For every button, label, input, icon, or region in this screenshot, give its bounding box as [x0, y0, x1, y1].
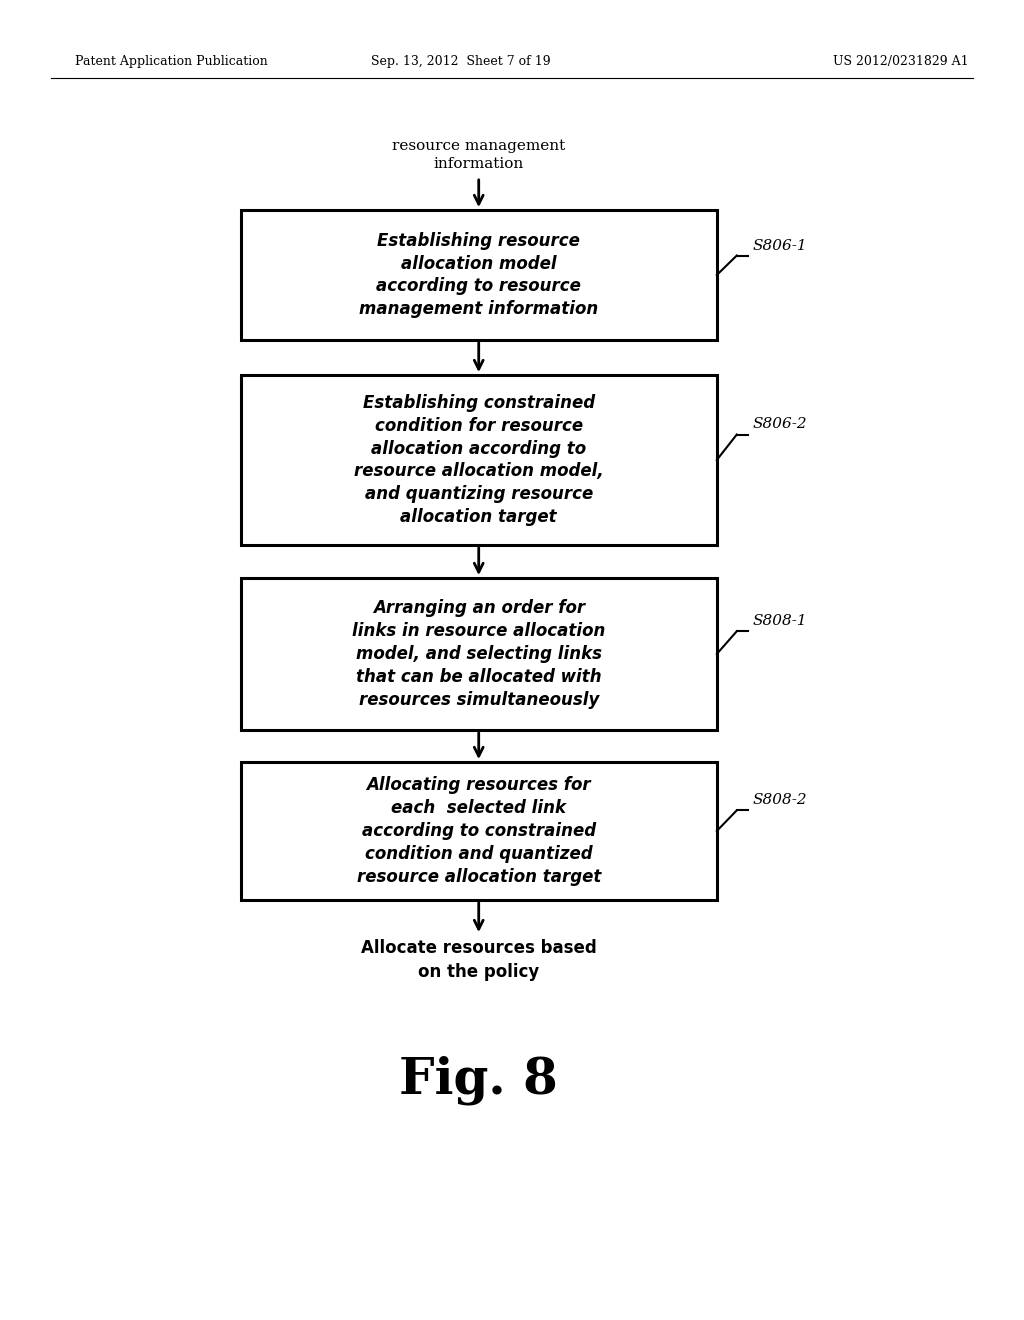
- Text: Allocate resources based
on the policy: Allocate resources based on the policy: [360, 940, 597, 981]
- Text: Sep. 13, 2012  Sheet 7 of 19: Sep. 13, 2012 Sheet 7 of 19: [371, 55, 551, 69]
- Text: resource management
information: resource management information: [392, 139, 565, 172]
- Text: Allocating resources for
each  selected link
according to constrained
condition : Allocating resources for each selected l…: [356, 776, 601, 886]
- Bar: [241, 375, 717, 545]
- Text: Patent Application Publication: Patent Application Publication: [75, 55, 267, 69]
- Text: Establishing constrained
condition for resource
allocation according to
resource: Establishing constrained condition for r…: [354, 393, 603, 527]
- Text: Fig. 8: Fig. 8: [399, 1055, 558, 1105]
- Bar: [241, 578, 717, 730]
- Bar: [241, 210, 717, 341]
- Bar: [241, 762, 717, 900]
- Text: Arranging an order for
links in resource allocation
model, and selecting links
t: Arranging an order for links in resource…: [352, 599, 605, 709]
- Text: S808-1: S808-1: [753, 614, 807, 628]
- Text: S806-1: S806-1: [753, 239, 807, 252]
- Text: US 2012/0231829 A1: US 2012/0231829 A1: [834, 55, 969, 69]
- Text: Establishing resource
allocation model
according to resource
management informat: Establishing resource allocation model a…: [359, 231, 598, 318]
- Text: S806-2: S806-2: [753, 417, 807, 432]
- Text: S808-2: S808-2: [753, 793, 807, 808]
